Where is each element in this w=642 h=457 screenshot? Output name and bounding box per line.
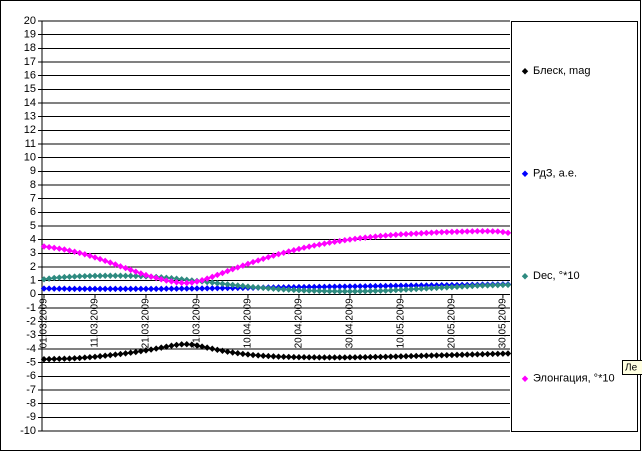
legend-label: Блеск, mag <box>533 65 590 77</box>
y-tick-label: -10 <box>20 425 36 437</box>
legend-label: Элонгация, °*10 <box>533 373 615 385</box>
y-tick-label: -1 <box>26 302 36 314</box>
y-tick-label: -7 <box>26 384 36 396</box>
y-tick-label: -8 <box>26 398 36 410</box>
legend-label: РдЗ, а.е. <box>533 168 577 180</box>
y-tick-label: 2 <box>30 261 36 273</box>
y-tick-label: -3 <box>26 329 36 341</box>
y-tick-label: 9 <box>30 165 36 177</box>
x-tick-label: 31.03.2009 <box>192 298 203 348</box>
legend-label: Dec, °*10 <box>533 270 580 282</box>
y-tick-label: -5 <box>26 357 36 369</box>
x-tick-label: 21.03.2009 <box>141 298 152 348</box>
x-tick-label: 20.04.2009 <box>294 298 305 348</box>
y-tick-label: 20 <box>24 15 36 27</box>
y-tick-label: 7 <box>30 193 36 205</box>
y-tick-label: 12 <box>24 124 36 136</box>
x-tick-label: 30.05.2009 <box>498 298 509 348</box>
y-tick-label: 14 <box>24 97 36 109</box>
x-tick-label: 10.04.2009 <box>243 298 254 348</box>
tooltip-text: Ле <box>625 363 638 374</box>
y-tick-label: -4 <box>26 343 36 355</box>
y-tick-label: -2 <box>26 316 36 328</box>
y-tick-label: 16 <box>24 70 36 82</box>
y-tick-label: 4 <box>30 234 36 246</box>
y-tick-label: -9 <box>26 411 36 423</box>
x-tick-label: 01.03.2009 <box>39 298 50 348</box>
y-tick-label: -6 <box>26 370 36 382</box>
y-tick-label: 0 <box>30 288 36 300</box>
x-tick-label: 11.03.2009 <box>90 298 101 348</box>
y-tick-label: 8 <box>30 179 36 191</box>
y-tick-label: 3 <box>30 247 36 259</box>
y-tick-label: 15 <box>24 83 36 95</box>
x-tick-label: 10.05.2009 <box>396 298 407 348</box>
y-tick-label: 6 <box>30 206 36 218</box>
y-tick-label: 17 <box>24 56 36 68</box>
y-tick-label: 18 <box>24 42 36 54</box>
x-tick-label: 30.04.2009 <box>345 298 356 348</box>
y-tick-label: 19 <box>24 29 36 41</box>
legend-box <box>512 22 638 432</box>
x-tick-label: 20.05.2009 <box>447 298 458 348</box>
y-tick-label: 13 <box>24 111 36 123</box>
y-tick-label: 1 <box>30 275 36 287</box>
y-tick-label: 10 <box>24 152 36 164</box>
y-tick-label: 11 <box>25 138 36 150</box>
y-tick-label: 5 <box>30 220 36 232</box>
